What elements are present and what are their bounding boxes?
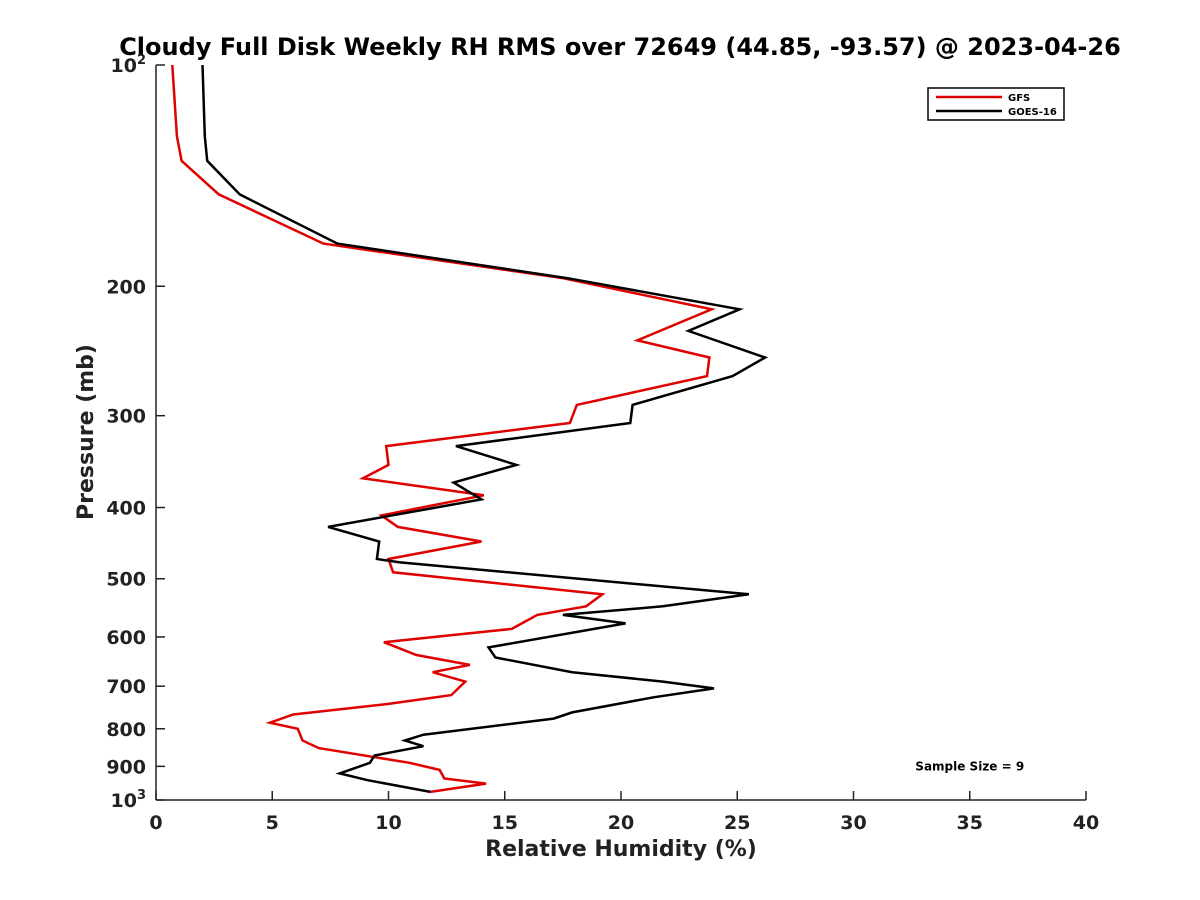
y-tick-label: 800 [106,719,146,741]
chart-title: Cloudy Full Disk Weekly RH RMS over 7264… [119,33,1121,61]
y-tick-label: 400 [106,498,146,520]
y-axis-label: Pressure (mb) [74,344,99,520]
sample-size-annotation: Sample Size = 9 [915,759,1024,773]
plot-lines [171,64,769,794]
y-tick-label: 300 [106,406,146,428]
series-line-goes-16 [201,64,769,794]
y-tick-label: 500 [106,569,146,591]
x-ticks: 0 5 10 15 20 25 30 35 40 [149,791,1099,834]
y-tick-label: 103 [111,788,147,812]
legend-label-gfs: GFS [1008,93,1030,104]
legend: GFS GOES-16 [927,87,1065,121]
x-tick-label: 40 [1073,812,1099,834]
x-tick-label: 35 [957,812,983,834]
x-tick-label: 10 [375,812,401,834]
legend-label-goes-16: GOES-16 [1008,107,1057,118]
y-tick-label: 700 [106,676,146,698]
x-tick-label: 0 [149,812,162,834]
y-tick-label: 200 [106,276,146,298]
y-tick-label: 900 [106,756,146,778]
x-tick-label: 5 [266,812,279,834]
x-tick-label: 30 [840,812,866,834]
legend-box [927,87,1065,121]
x-tick-label: 20 [608,812,634,834]
axes [155,65,1086,801]
series-line-gfs [171,64,716,794]
y-ticks: 102 200 300 400 500 600 700 800 900 103 [106,53,165,812]
y-tick-label: 600 [106,627,146,649]
x-axis-label: Relative Humidity (%) [485,837,757,862]
x-tick-label: 15 [492,812,518,834]
x-tick-label: 25 [724,812,750,834]
y-tick-label: 102 [111,53,147,77]
